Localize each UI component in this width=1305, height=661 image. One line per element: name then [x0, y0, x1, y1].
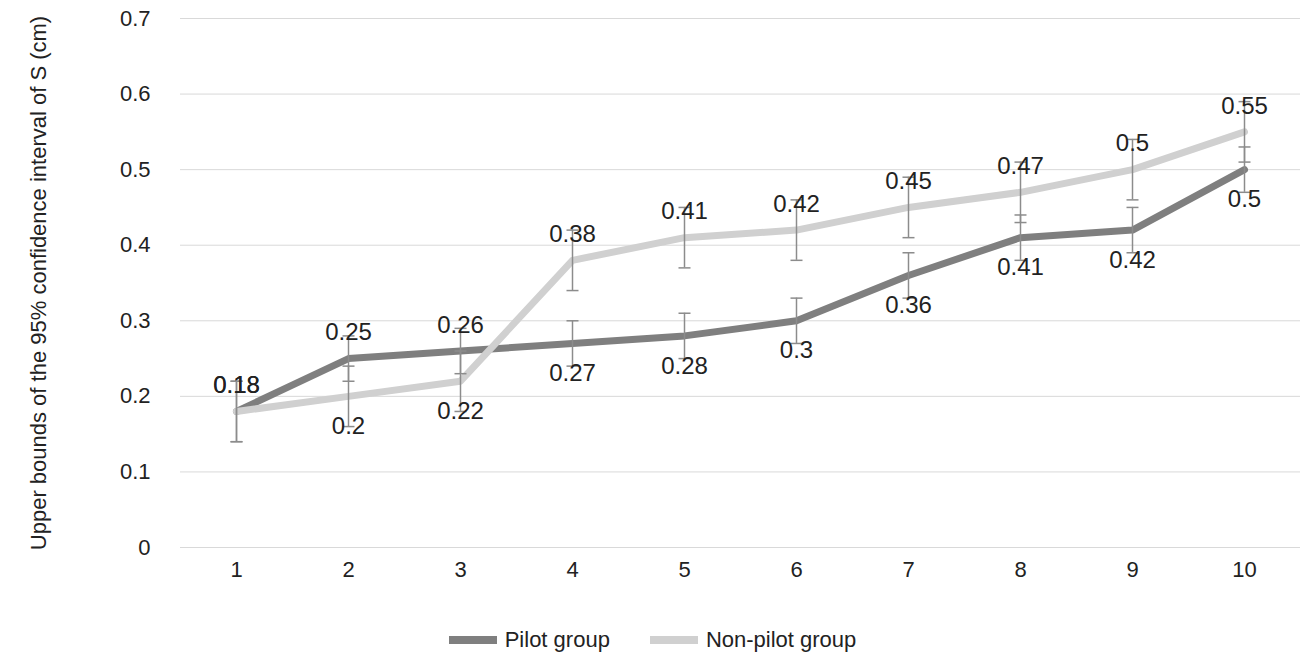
- svg-text:2: 2: [342, 557, 354, 582]
- svg-text:0.4: 0.4: [120, 232, 151, 257]
- svg-text:0.42: 0.42: [773, 190, 820, 217]
- svg-text:0.27: 0.27: [549, 359, 596, 386]
- svg-text:0.18: 0.18: [213, 371, 260, 398]
- svg-text:0.3: 0.3: [120, 308, 151, 333]
- html-text:Pilot group: Pilot group: [504, 627, 610, 652]
- svg-text:0.41: 0.41: [997, 253, 1044, 280]
- svg-text:0.45: 0.45: [885, 167, 932, 194]
- svg-text:0.42: 0.42: [1109, 246, 1156, 273]
- svg-text:0.55: 0.55: [1221, 92, 1268, 119]
- svg-text:9: 9: [1126, 557, 1138, 582]
- svg-text:10: 10: [1232, 557, 1256, 582]
- svg-text:4: 4: [566, 557, 578, 582]
- svg-text:0.22: 0.22: [437, 397, 484, 424]
- svg-text:0.25: 0.25: [325, 318, 372, 345]
- svg-text:0.1: 0.1: [120, 459, 151, 484]
- svg-text:6: 6: [790, 557, 802, 582]
- svg-text:5: 5: [678, 557, 690, 582]
- svg-text:0.7: 0.7: [120, 6, 151, 31]
- svg-text:0.2: 0.2: [120, 383, 151, 408]
- svg-text:7: 7: [902, 557, 914, 582]
- html-text:Non-pilot group: Non-pilot group: [705, 627, 857, 652]
- svg-text:0: 0: [138, 535, 150, 560]
- svg-text:0.18: 0.18: [213, 371, 260, 398]
- svg-text:0.5: 0.5: [120, 157, 151, 182]
- svg-text:0.36: 0.36: [885, 291, 932, 318]
- svg-text:0.38: 0.38: [549, 220, 596, 247]
- svg-text:0.3: 0.3: [780, 336, 813, 363]
- svg-text:8: 8: [1014, 557, 1026, 582]
- svg-text:0.47: 0.47: [997, 152, 1044, 179]
- svg-text:0.6: 0.6: [120, 81, 151, 106]
- svg-text:Upper bounds of the 95% confid: Upper bounds of the 95% confidence inter…: [26, 16, 51, 550]
- svg-text:0.2: 0.2: [332, 412, 365, 439]
- svg-text:1: 1: [230, 557, 242, 582]
- svg-text:0.5: 0.5: [1228, 185, 1261, 212]
- svg-text:0.28: 0.28: [661, 352, 708, 379]
- svg-text:0.41: 0.41: [661, 197, 708, 224]
- svg-text:0.26: 0.26: [437, 311, 484, 338]
- svg-text:0.5: 0.5: [1116, 129, 1149, 156]
- svg-text:3: 3: [454, 557, 466, 582]
